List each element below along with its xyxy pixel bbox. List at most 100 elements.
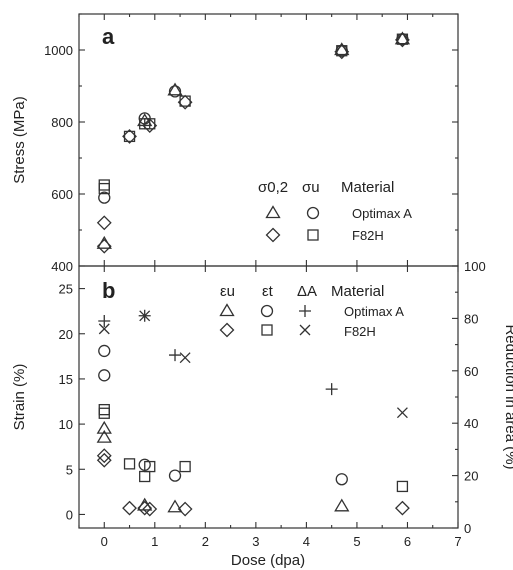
x-tick-label: 3 [252,534,259,549]
y-tick-label: 25 [59,282,73,297]
data-point-b-square [139,470,151,483]
x-tick-label: 7 [454,534,461,549]
data-point-b-diamond [177,501,193,517]
data-point-a-square [336,45,348,57]
data-point-b-x [396,407,408,419]
y-tick-label: 1000 [44,43,73,58]
panel-a-ylabel: Stress (MPa) [11,96,28,184]
data-point-b-circle [335,473,348,486]
data-point-b-triangle [334,498,350,512]
data-point-a-diamond [96,215,112,231]
data-point-b-square [98,403,110,416]
data-point-b-triangle [96,429,112,443]
y-tick-label: 5 [66,462,73,477]
data-point-a-diamond [394,32,410,48]
data-point-b-square [179,460,191,473]
data-point-b-plus [98,315,111,328]
panel-a-frame [78,13,459,267]
legend-b-symbol-diamond [219,322,235,338]
x-axis-title: Dose (dpa) [231,552,305,569]
legend-a-symbol-square [307,229,319,241]
data-point-b-plus [169,349,182,362]
x-tick-label: 0 [101,534,108,549]
panel-a-letter: a [102,24,115,49]
legend-a-head-sigma02: σ0,2 [258,179,288,196]
y-tick-label: 600 [51,187,73,202]
panel-a-legend: σ0,2 σu Material Optimax A F82H [258,179,412,243]
data-point-b-diamond [96,448,112,464]
y2-tick-label: 20 [464,469,478,484]
x-tick-label: 2 [202,534,209,549]
legend-b-head-epst: εt [262,283,274,300]
data-point-b-square [98,407,110,419]
data-point-b-triangle [96,420,112,434]
data-point-b-diamond [142,501,158,517]
data-point-b-diamond [137,500,153,516]
data-point-a-circle [98,191,111,204]
data-point-b-diamond [394,500,410,516]
legend-b-symbol-square [261,324,273,336]
data-point-a-square [98,179,110,191]
data-point-a-diamond [142,118,158,134]
data-point-b-square [144,460,156,473]
data-point-b-x [139,310,151,322]
legend-b-row-optimax: Optimax A [344,304,404,319]
legend-a-row-optimax: Optimax A [352,206,412,221]
y-tick-label: 10 [59,417,73,432]
data-point-b-circle [98,369,111,382]
data-point-a-square [123,130,136,143]
y2-tick-label: 80 [464,311,478,326]
data-point-b-plus [325,383,338,396]
y2-tick-label: 0 [464,521,471,536]
legend-b-symbol-x [299,324,311,336]
data-point-b-diamond [96,452,112,468]
y2-tick-label: 60 [464,364,478,379]
data-point-b-triangle [167,499,183,513]
data-point-b-circle [98,344,111,358]
legend-a-row-f82h: F82H [352,228,384,243]
data-point-a-square [144,118,156,130]
data-point-a-diamond [122,128,137,144]
legend-b-symbol-circle [260,304,274,318]
panel-b-ylabel: Strain (%) [11,364,28,431]
legend-a-symbol-triangle [265,205,281,219]
legend-b-row-f82h: F82H [344,324,376,339]
data-point-b-x [179,352,191,364]
y-tick-label: 15 [59,372,73,387]
legend-a-symbol-diamond [265,227,281,243]
legend-b-head-da: ΔA [297,283,317,300]
panel-b-legend: εu εt ΔA Material Optimax A F82H [219,283,404,339]
data-point-a-square [179,95,191,107]
data-point-a-diamond [177,94,193,110]
data-point-a-square [396,33,409,45]
data-point-b-square [396,480,409,493]
data-point-b-x [98,323,110,335]
x-tick-label: 5 [353,534,360,549]
x-tick-label: 6 [404,534,411,549]
panel-b-y2label: Reduction in area (%) [502,324,513,469]
legend-b-head-epsu: εu [220,283,235,300]
y-tick-label: 0 [66,507,73,522]
data-point-b-square [123,458,136,470]
panel-b-letter: b [102,278,115,303]
data-point-a-diamond [96,238,112,254]
y-tick-label: 20 [59,327,73,342]
legend-b-symbol-plus [299,305,311,317]
x-tick-label: 1 [151,534,158,549]
x-tick-label: 4 [303,534,310,549]
data-point-b-circle [168,469,182,482]
legend-a-head-sigmau: σu [302,179,320,196]
data-point-a-triangle [167,82,183,96]
y-tick-label: 800 [51,115,73,130]
y-tick-label: 400 [51,259,73,274]
data-point-a-diamond [334,44,350,60]
legend-b-symbol-triangle [219,303,235,317]
data-point-b-diamond [122,500,137,516]
legend-a-symbol-circle [306,206,320,220]
data-point-a-circle [168,85,182,98]
legend-a-head-material: Material [341,179,394,196]
y2-tick-label: 40 [464,416,478,431]
legend-b-head-material: Material [331,283,384,300]
y2-tick-label: 100 [464,259,486,274]
